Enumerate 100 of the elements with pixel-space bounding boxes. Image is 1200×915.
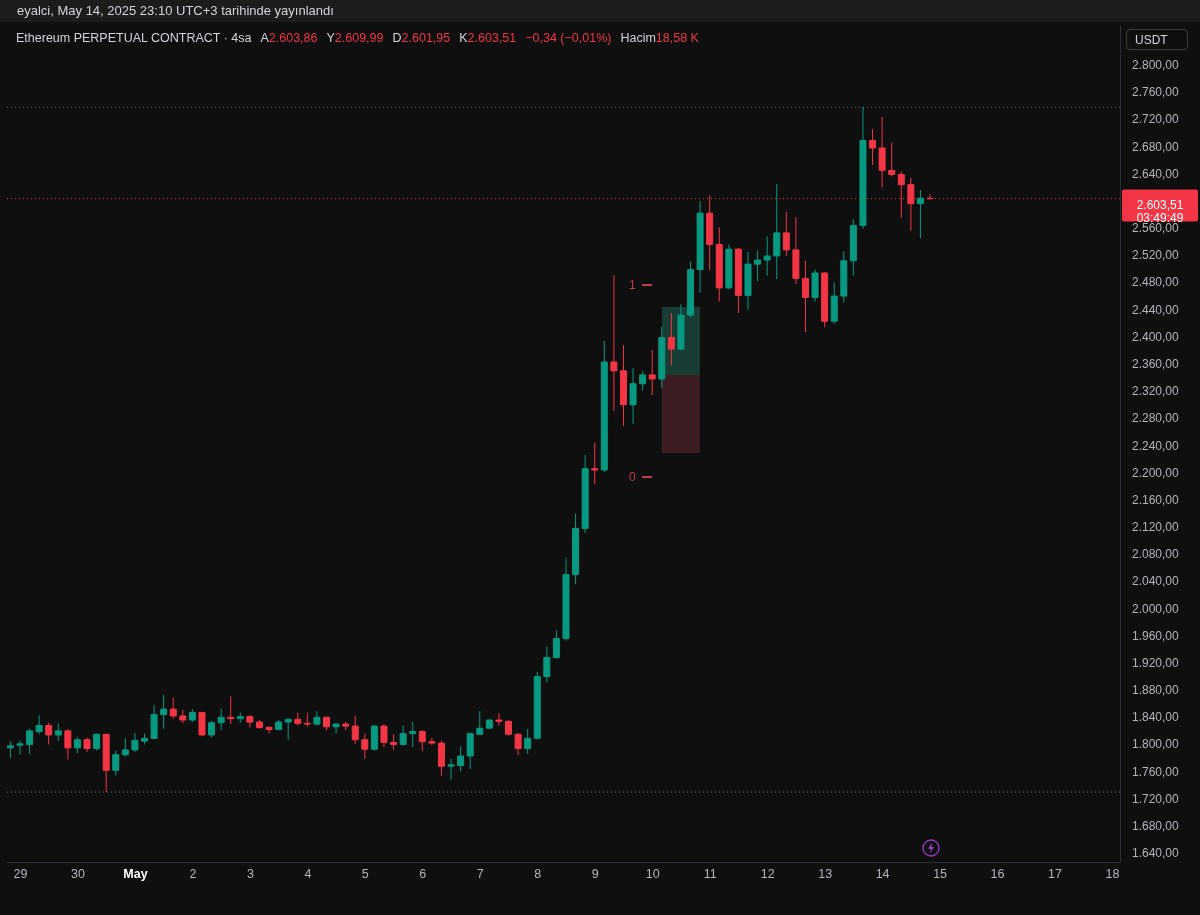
y-tick-label: 2.280,00 xyxy=(1132,411,1180,426)
y-tick-label: 2.480,00 xyxy=(1132,275,1180,290)
candlestick xyxy=(524,728,532,755)
y-axis-title: USDT xyxy=(1126,29,1188,50)
x-tick-label: 18 xyxy=(1105,866,1120,881)
candlestick xyxy=(131,732,139,753)
y-tick-label: 2.360,00 xyxy=(1132,357,1180,372)
candlestick xyxy=(801,260,809,333)
y-tick-label: 2.120,00 xyxy=(1132,520,1180,535)
y-tick-label: 1.640,00 xyxy=(1132,846,1180,861)
y-tick-label: 2.440,00 xyxy=(1132,302,1180,317)
candlestick xyxy=(437,739,445,777)
y-tick-label: 1.680,00 xyxy=(1132,818,1180,833)
candlestick xyxy=(361,733,369,760)
candlestick xyxy=(380,723,388,748)
y-tick-label: 2.800,00 xyxy=(1132,58,1180,73)
candlestick xyxy=(35,714,43,735)
y-tick-label: 1.840,00 xyxy=(1132,710,1180,725)
y-tick-label: 2.520,00 xyxy=(1132,248,1180,263)
y-tick-label: 2.000,00 xyxy=(1132,601,1180,616)
y-tick-label: 1.880,00 xyxy=(1132,683,1180,698)
text: A2.603,86 Y2.609,99 D2.601,95 K2.603,51 −0,34 (−0,01%) Hacim18,58 K xyxy=(260,31,699,45)
candlestick xyxy=(543,646,551,684)
y-tick-label: 2.720,00 xyxy=(1132,112,1180,127)
candlestick xyxy=(629,367,637,425)
candlestick xyxy=(878,116,886,188)
y-tick-label: 2.200,00 xyxy=(1132,465,1180,480)
y-tick-label: 1.920,00 xyxy=(1132,655,1180,670)
annotation: 0 xyxy=(629,470,636,484)
x-tick-label: 17 xyxy=(1048,866,1063,881)
candlestick xyxy=(45,722,53,745)
candlestick xyxy=(869,128,877,166)
x-tick-label: 10 xyxy=(645,866,660,881)
annotation: 1 xyxy=(629,278,636,292)
candlestick xyxy=(370,724,378,752)
x-tick-label: 12 xyxy=(760,866,775,881)
candlestick xyxy=(667,312,675,366)
candlestick xyxy=(457,746,465,773)
candlestick xyxy=(591,442,599,485)
candlestick xyxy=(514,732,522,756)
candlestick xyxy=(610,274,618,412)
x-tick-label: 16 xyxy=(990,866,1005,881)
x-tick-label: 11 xyxy=(703,866,717,881)
candlestick xyxy=(552,629,560,660)
y-tick-label: 1.960,00 xyxy=(1132,628,1180,643)
y-tick-label: 2.760,00 xyxy=(1132,85,1180,100)
candlestick xyxy=(160,694,168,730)
x-tick-label: 30 xyxy=(70,866,85,881)
y-tick-label: 2.640,00 xyxy=(1132,166,1180,181)
x-tick-label: 3 xyxy=(246,866,254,881)
y-tick-label: 1.720,00 xyxy=(1132,791,1180,806)
x-tick-label: 2 xyxy=(189,866,197,881)
candlestick xyxy=(754,250,762,282)
candlestick xyxy=(466,731,474,770)
x-tick-label: 29 xyxy=(13,866,28,881)
candlestick xyxy=(773,183,781,280)
candlestick xyxy=(782,211,790,257)
candlestick xyxy=(763,235,771,277)
x-tick-label: 4 xyxy=(304,866,312,881)
candlestick xyxy=(217,707,225,731)
candlestick xyxy=(16,739,24,756)
y-tick-label: 1.800,00 xyxy=(1132,737,1180,752)
candlestick xyxy=(888,142,896,177)
candlestick xyxy=(121,737,129,758)
candlestick xyxy=(428,737,436,746)
x-tick-label: 7 xyxy=(476,866,484,881)
x-tick-label: May xyxy=(123,866,148,881)
candlestick xyxy=(169,697,177,720)
candlestick xyxy=(418,729,426,752)
y-tick-label: 2.400,00 xyxy=(1132,329,1180,344)
y-tick-label: 2.040,00 xyxy=(1132,574,1180,589)
candlestick xyxy=(332,722,340,735)
x-tick-label: 6 xyxy=(419,866,427,881)
candlestick xyxy=(150,704,158,740)
y-tick-label: 1.760,00 xyxy=(1132,764,1180,779)
y-tick-label: 2.320,00 xyxy=(1132,384,1180,399)
candlestick xyxy=(639,370,647,392)
candlestick xyxy=(26,728,34,755)
y-tick-label: 2.160,00 xyxy=(1132,492,1180,507)
chart-title: Ethereum PERPETUAL CONTRACT · 4sa xyxy=(16,31,252,45)
x-tick-label: 13 xyxy=(818,866,833,881)
candlestick xyxy=(265,725,273,735)
y-tick-label: 2.240,00 xyxy=(1132,438,1180,453)
y-tick-label: 2.080,00 xyxy=(1132,547,1180,562)
y-tick-label: 2.560,00 xyxy=(1132,221,1180,236)
x-tick-label: 8 xyxy=(534,866,542,881)
candlestick xyxy=(648,349,656,396)
candlestick xyxy=(351,715,359,745)
text: eyalci, May 14, 2025 23:10 UTC+3 tarihinde yayınlandı xyxy=(0,0,1200,22)
y-tick-label: 2.680,00 xyxy=(1132,139,1180,154)
candlestick xyxy=(476,710,484,736)
x-tick-label: 9 xyxy=(591,866,599,881)
x-tick-label: 15 xyxy=(933,866,948,881)
candlestick xyxy=(112,750,120,777)
x-tick-label: 14 xyxy=(875,866,890,881)
candlestick xyxy=(916,189,924,239)
candlestick xyxy=(409,721,417,748)
candlestick xyxy=(64,729,72,760)
x-tick-label: 5 xyxy=(361,866,369,881)
candlestick xyxy=(447,758,455,781)
